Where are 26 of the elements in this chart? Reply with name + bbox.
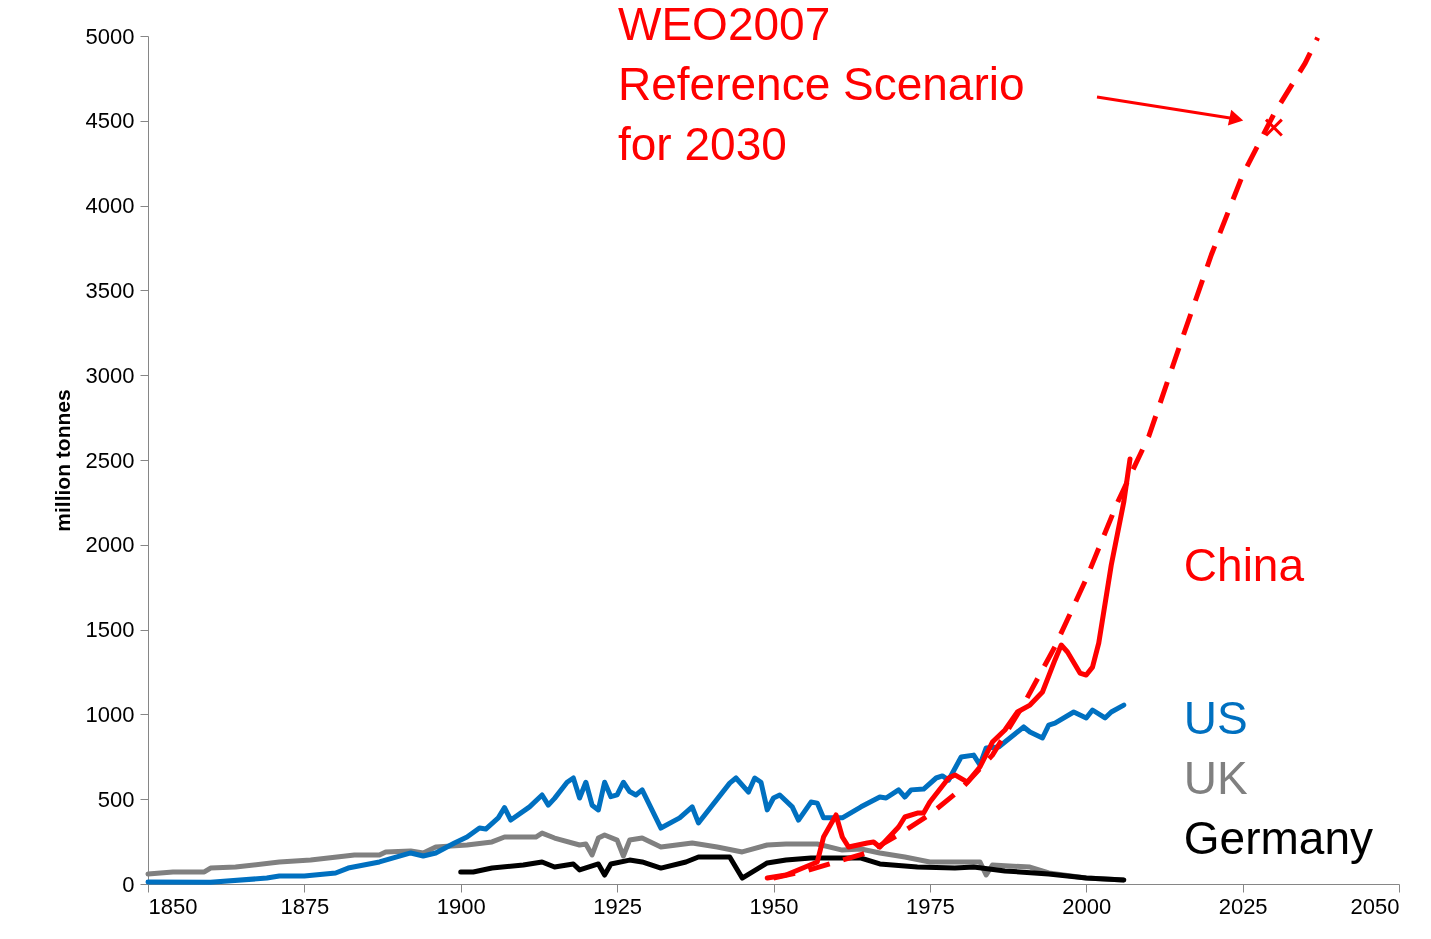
y-tick-label: 0 (122, 871, 135, 897)
x-tick-label: 1925 (593, 893, 643, 919)
y-tick-label: 4000 (85, 193, 135, 219)
y-tick-label: 2500 (85, 447, 135, 473)
y-tick-label: 3500 (85, 277, 135, 303)
y-tick-label: 3000 (85, 362, 135, 388)
annotation: WEO2007 Reference Scenario for 2030 (618, 0, 1025, 170)
y-tick-label: 1000 (85, 701, 135, 727)
x-tick-label: 2025 (1218, 893, 1268, 919)
y-axis-title: million tonnes (50, 389, 74, 532)
text: UK (1183, 751, 1249, 804)
x-tick-label: 2050 (1350, 893, 1400, 919)
y-tick-label: 2000 (85, 532, 135, 558)
y-tick-label: 1500 (85, 617, 135, 643)
x-tick-label: 1950 (749, 893, 799, 919)
y-tick-label: 500 (97, 786, 135, 812)
y-tick-label: 4500 (85, 108, 135, 134)
series-label: Germany (1183, 811, 1373, 864)
series-label: China (1183, 538, 1305, 591)
x-tick-label: 1975 (905, 893, 955, 919)
y-tick-label: 5000 (85, 23, 135, 49)
x-tick-label: 1900 (436, 893, 486, 919)
x-tick-label: 1850 (148, 893, 198, 919)
x-tick-label: 1875 (280, 893, 330, 919)
series-label: US (1183, 692, 1248, 745)
x-tick-label: 2000 (1062, 893, 1112, 919)
